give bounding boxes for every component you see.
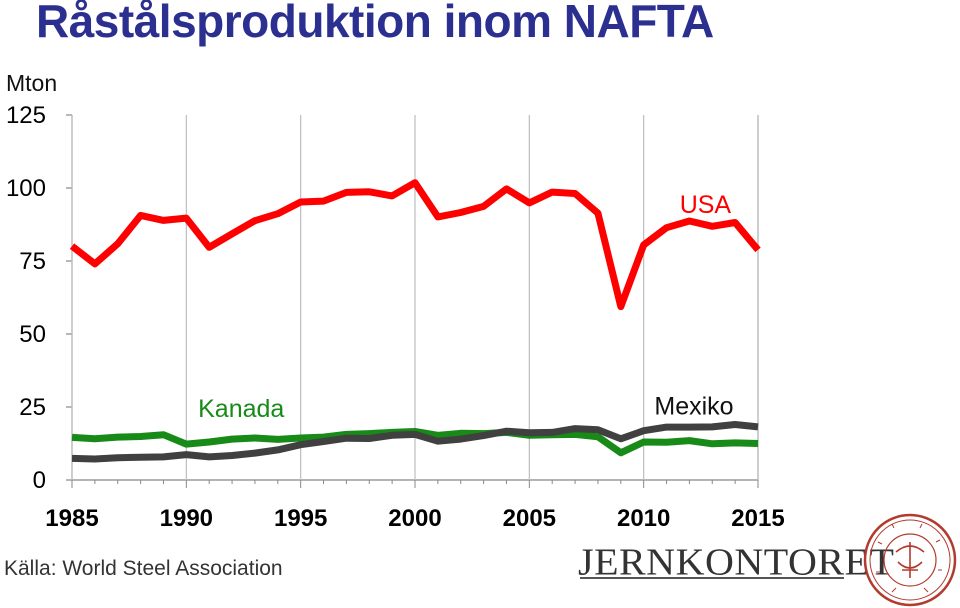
logo-underline: [580, 577, 844, 579]
x-tick-label: 2015: [731, 505, 784, 532]
x-tick-label: 1985: [45, 505, 98, 532]
y-tick-label: 50: [19, 321, 46, 348]
x-tick-label: 2010: [617, 505, 670, 532]
series-label-usa: USA: [680, 191, 732, 219]
y-tick-label: 0: [33, 467, 46, 494]
series-label-kanada: Kanada: [198, 395, 284, 423]
series-label-mexiko: Mexiko: [654, 392, 733, 420]
series-labels: USA Kanada Mexiko: [198, 191, 733, 423]
y-tick-label: 100: [6, 175, 46, 202]
x-tick-label: 1990: [160, 505, 213, 532]
chart-ticks: 0 25 50 75 100 125 1985 1990 1995 2000 2005 2010 201…: [6, 102, 785, 532]
x-tick-label: 1995: [274, 505, 327, 532]
source-note: Källa: World Steel Association: [4, 557, 283, 581]
jernkontoret-seal-icon: [862, 512, 958, 608]
y-tick-label: 125: [6, 102, 46, 129]
x-tick-label: 2000: [388, 505, 441, 532]
x-tick-label: 2005: [503, 505, 556, 532]
y-tick-label: 25: [19, 394, 46, 421]
y-tick-label: 75: [19, 248, 46, 275]
